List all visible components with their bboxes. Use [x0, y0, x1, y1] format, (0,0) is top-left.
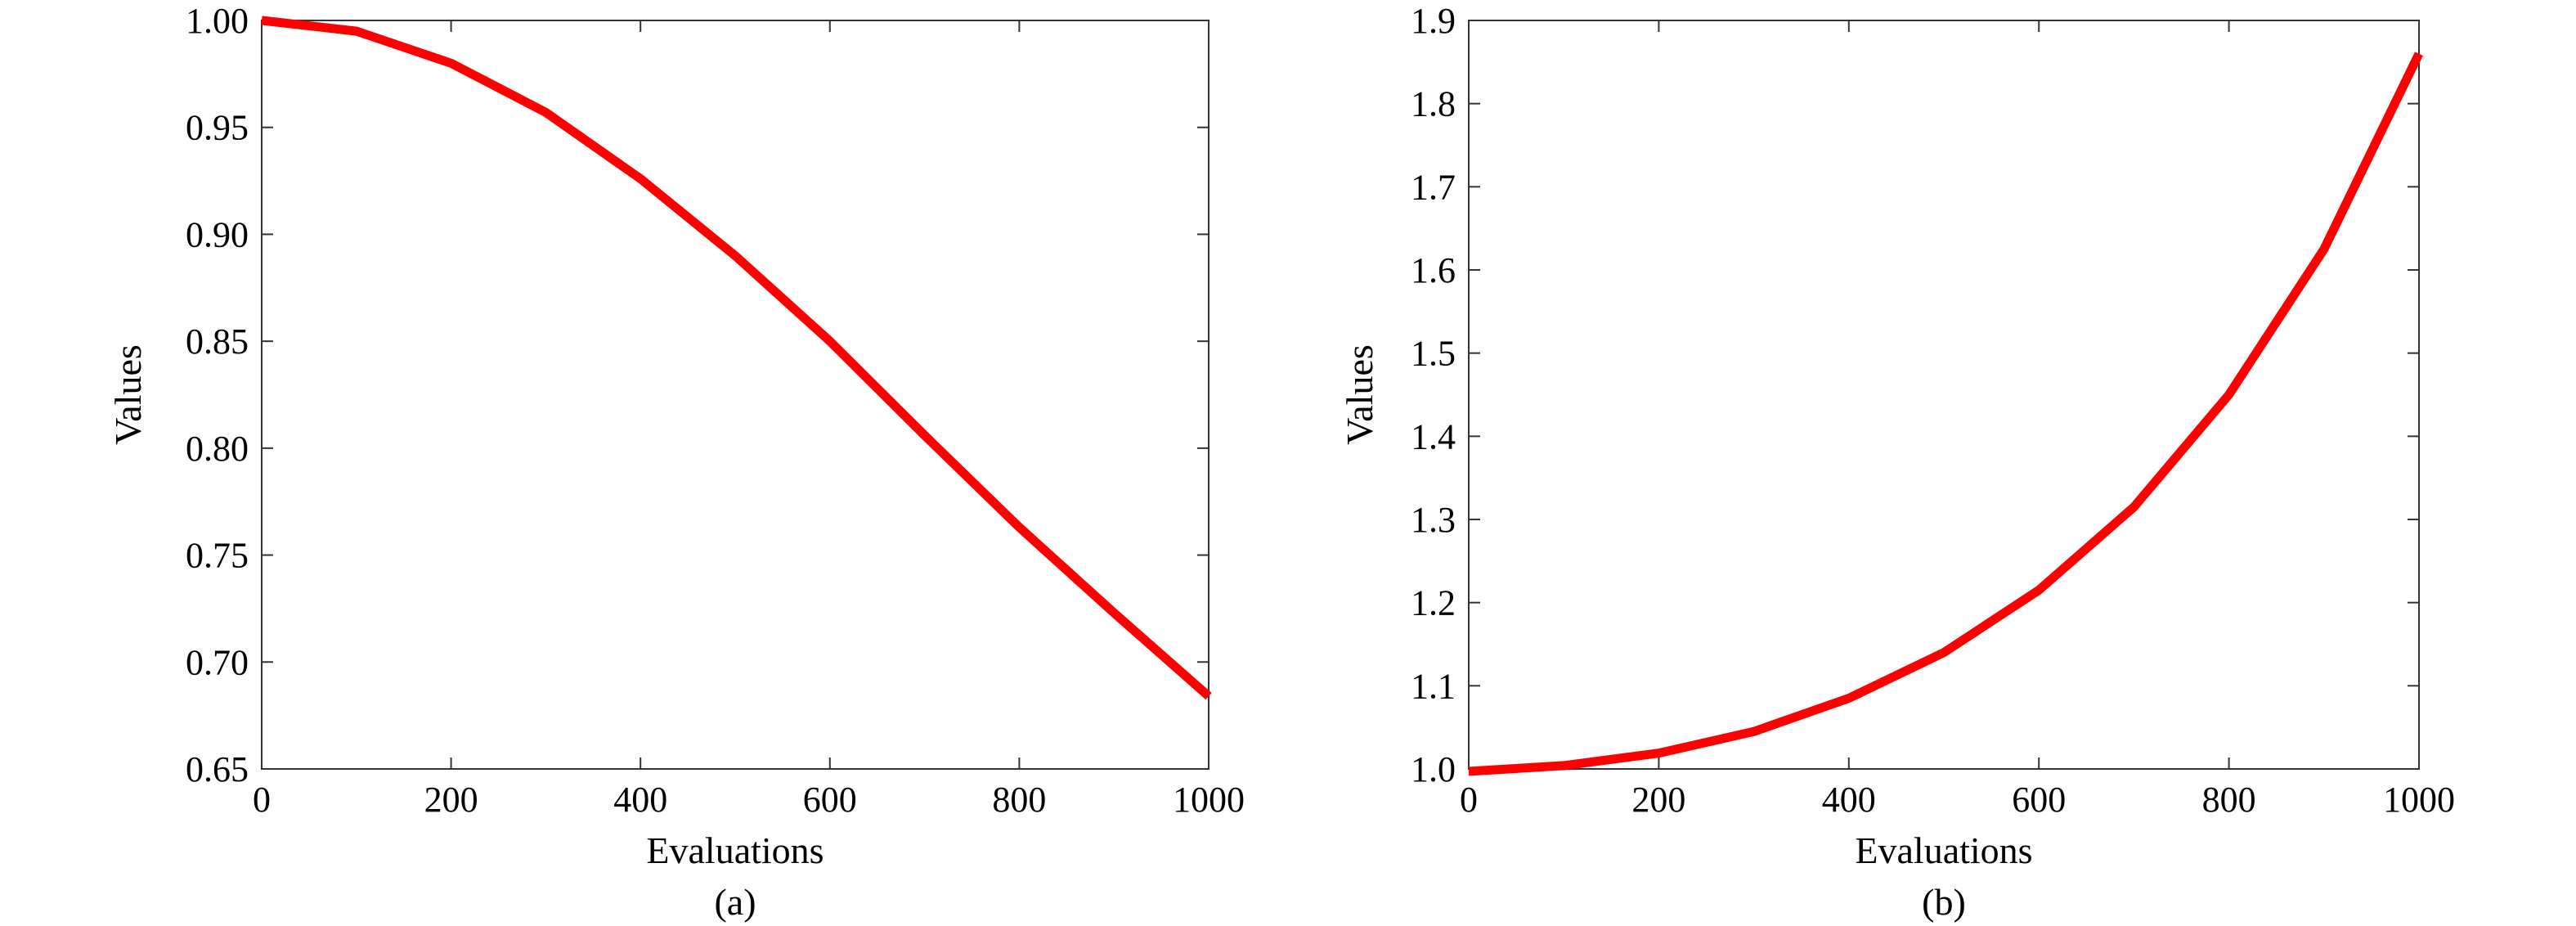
chart-a-series-line	[261, 16, 1212, 700]
chart-a-y-tick-label: 0.90	[186, 214, 249, 254]
chart-b-y-tick-label: 1.3	[1411, 500, 1456, 540]
chart-b-y-tick-label: 1.1	[1411, 666, 1456, 706]
chart-a-y-tick-label: 0.95	[186, 108, 249, 148]
chart-b: 0 200 400 600 800 1000 1.0 1.1 1.2 1.3 1.4 1.5 1.6 1.…	[1339, 1, 2455, 923]
chart-a-x-tick-label: 800	[992, 780, 1046, 820]
chart-b-plot-frame	[1468, 20, 2420, 770]
chart-b-caption: (b)	[1922, 881, 1966, 923]
chart-a-y-tick-label: 1.00	[186, 1, 249, 41]
chart-a-x-axis-title: Evaluations	[646, 829, 824, 871]
chart-b-y-axis-title: Values	[1339, 344, 1380, 445]
chart-a-y-tick-label: 0.65	[186, 749, 249, 789]
chart-a-y-tick-label: 0.70	[186, 642, 249, 682]
chart-b-y-tick-label: 1.7	[1411, 167, 1456, 207]
chart-b-x-tick-label: 600	[2012, 780, 2066, 820]
chart-a-y-tick-label: 0.85	[186, 321, 249, 362]
chart-b-y-tick-label: 1.6	[1411, 250, 1456, 290]
chart-a-x-tick-label: 0	[253, 780, 271, 820]
chart-a-plot-frame	[261, 20, 1209, 770]
chart-a-x-tick-label: 400	[613, 780, 667, 820]
chart-b-x-tick-label: 400	[1822, 780, 1876, 820]
chart-b-x-tick-label: 0	[1460, 780, 1478, 820]
chart-a: 0 200 400 600 800 1000 0.65 0.70 0.75 0.80 0.85 0.9…	[107, 1, 1245, 923]
chart-a-x-tick-label: 200	[424, 780, 478, 820]
chart-a-y-axis-title: Values	[107, 344, 149, 445]
chart-a-x-tick-label: 1000	[1173, 780, 1245, 820]
chart-b-y-tick-label: 1.2	[1411, 583, 1456, 623]
chart-b-series-line	[1468, 52, 2423, 776]
chart-b-y-tick-label: 1.8	[1411, 84, 1456, 124]
chart-b-y-tick-label: 1.4	[1411, 416, 1456, 456]
chart-b-y-tick-label: 1.9	[1411, 1, 1456, 41]
chart-b-x-axis-title: Evaluations	[1855, 829, 2032, 871]
chart-b-y-tick-label: 1.5	[1411, 334, 1456, 374]
chart-b-x-tick-label: 1000	[2383, 780, 2455, 820]
chart-a-y-tick-label: 0.75	[186, 536, 249, 576]
chart-b-y-tick-label: 1.0	[1411, 749, 1456, 789]
chart-a-caption: (a)	[714, 881, 756, 923]
chart-a-y-tick-label: 0.80	[186, 429, 249, 469]
chart-b-x-tick-label: 200	[1631, 780, 1685, 820]
chart-b-x-tick-label: 800	[2202, 780, 2256, 820]
chart-a-x-tick-label: 600	[803, 780, 857, 820]
